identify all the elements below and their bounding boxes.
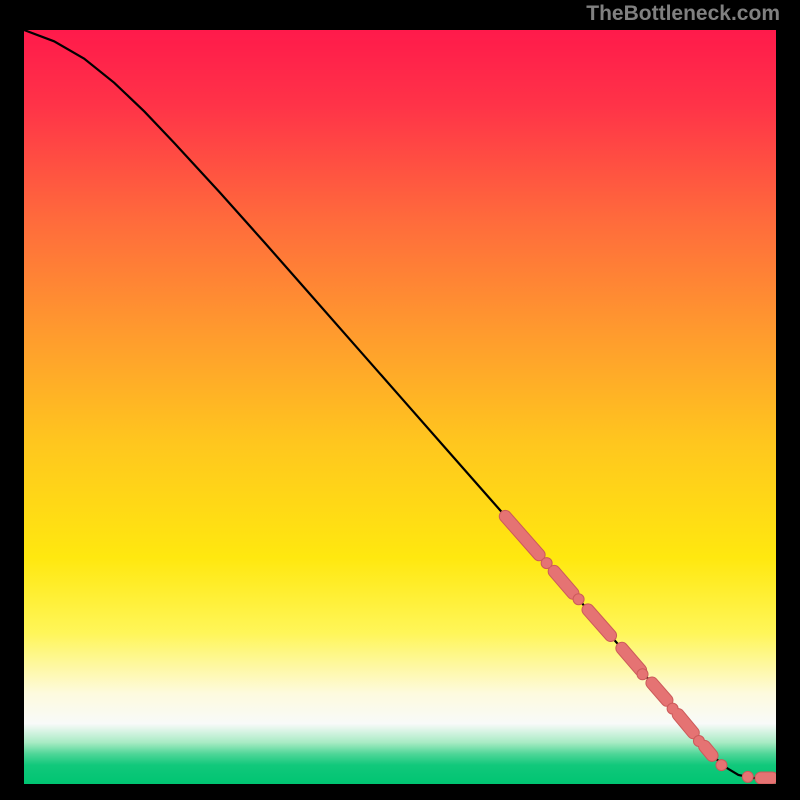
watermark-text: TheBottleneck.com bbox=[586, 2, 780, 26]
chart-svg bbox=[24, 30, 776, 784]
chart-frame: TheBottleneck.com bbox=[0, 0, 800, 800]
marker-capsule bbox=[705, 746, 713, 755]
plot-area bbox=[24, 30, 776, 784]
marker-dot bbox=[541, 558, 552, 569]
marker-dot bbox=[742, 771, 753, 782]
marker-dot bbox=[573, 594, 584, 605]
marker-dot bbox=[637, 669, 648, 680]
gradient-background bbox=[24, 30, 776, 784]
marker-dot bbox=[716, 760, 727, 771]
